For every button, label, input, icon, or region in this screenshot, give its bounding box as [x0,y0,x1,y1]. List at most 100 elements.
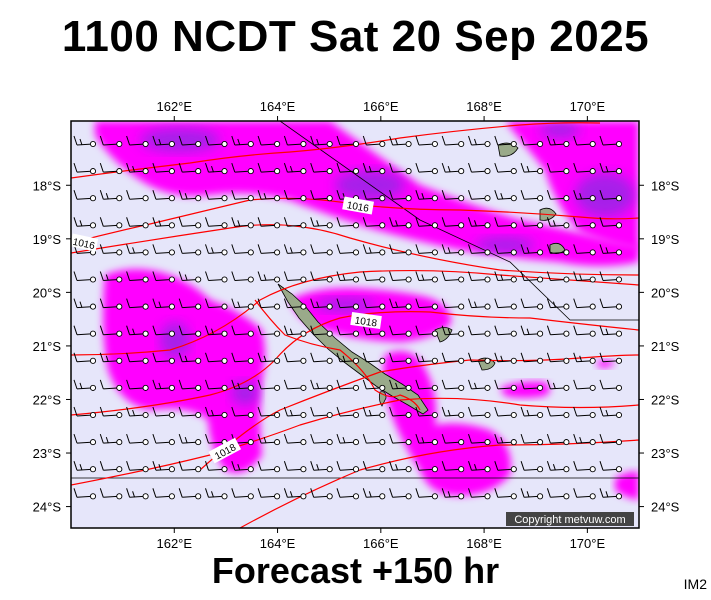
lat-label-right: 20°S [651,285,680,300]
wind-barb [336,461,360,473]
wind-barb [257,406,281,419]
wind-barb [283,244,307,256]
wind-barb [494,406,517,419]
wind-barb [441,190,465,202]
wind-barb [573,162,596,175]
wind-barb [494,217,517,229]
isobar-labels: 1016 1016 1018 1018 [70,196,382,464]
lon-label-bottom: 164°E [260,536,296,551]
wind-barb [152,352,175,364]
wind-barb [441,488,465,500]
lon-label-top: 168°E [466,99,502,114]
wind-barb [99,190,123,202]
wind-barb [178,217,202,229]
copyright-box: Copyright metvuw.com [506,512,634,526]
lat-label-left: 24°S [33,500,62,515]
wind-barb [336,379,360,391]
wind-barb [415,325,438,337]
wind-barb [494,244,517,256]
wind-barb [283,406,307,419]
wind-barb [415,298,438,310]
wind-barb [152,135,175,148]
lon-label-top: 166°E [363,99,399,114]
wind-barb [494,433,517,446]
wind-barb [573,271,596,283]
wind-barb [336,217,360,229]
wind-barb [126,433,149,446]
wind-barb [310,190,333,202]
wind-barb [231,352,254,364]
wind-barb [441,217,465,229]
lon-label-bottom: 162°E [156,536,192,551]
wind-barb [389,488,412,500]
wind-barb [126,379,149,391]
wind-barb [205,406,228,419]
wind-barb [494,298,517,310]
wind-barb [283,162,307,175]
wind-barb [73,488,97,500]
wind-barb [152,217,175,229]
wind-barb [310,325,333,337]
wind-barb [389,379,412,391]
wind-barb [441,298,465,310]
isobar-label-1016-north: 1016 [342,196,374,215]
wind-barb [573,379,596,391]
wind-barb [599,352,623,364]
wind-barb [362,325,386,337]
heavy-rain-areas [140,122,635,405]
wind-barb [441,406,465,419]
wind-barb [546,271,570,283]
wind-barb [126,190,149,202]
wind-barb [231,298,254,310]
lon-label-bottom: 166°E [363,536,399,551]
wind-barb [283,352,307,364]
wind-barb [310,271,333,283]
lat-label-right: 24°S [651,500,680,515]
wind-barb [178,433,202,446]
wind-barb [520,325,544,337]
lat-label-left: 19°S [33,232,62,247]
wind-barb [283,461,307,473]
wind-barb [494,271,517,283]
wind-barb [362,190,386,202]
wind-barb [231,135,254,148]
wind-barb [257,433,281,446]
wind-barb [178,488,202,500]
wind-barb [546,217,570,229]
wind-barb [362,298,386,310]
wind-barb [310,217,333,229]
wind-barb [599,379,623,391]
wind-barb [546,461,570,473]
wind-barb [573,433,596,446]
wind-barb [415,379,438,391]
wind-barb [362,433,386,446]
wind-barb [257,190,281,202]
wind-barb [546,162,570,175]
wind-barb [126,352,149,364]
lat-label-left: 20°S [33,285,62,300]
wind-barb [599,162,623,175]
wind-barb [415,271,438,283]
wind-barb [599,461,623,473]
wind-barb [73,298,97,310]
wind-barb [362,162,386,175]
wind-barb [126,162,149,175]
wind-barb [152,244,175,256]
wind-barb [520,271,544,283]
wind-barb [257,217,281,229]
wind-barb [336,488,360,500]
wind-barb [362,135,386,148]
wind-barb [99,379,123,391]
wind-barb [126,298,149,310]
lat-label-left: 22°S [33,392,62,407]
lat-label-left: 18°S [33,178,62,193]
wind-barb [599,217,623,229]
boundary-lines [71,121,639,479]
lon-label-bottom: 168°E [466,536,502,551]
isobar-label-text: 1016 [346,200,370,215]
wind-barb [389,461,412,473]
wind-barb [178,298,202,310]
wind-barb [546,488,570,500]
wind-barb [152,162,175,175]
